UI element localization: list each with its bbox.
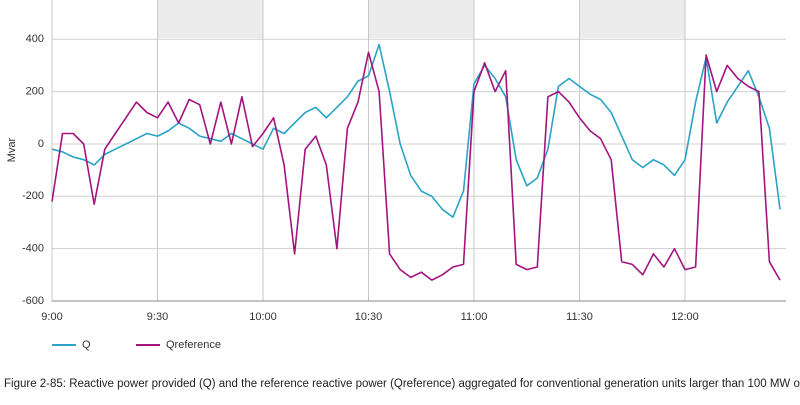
legend-label: Qreference (166, 339, 221, 351)
x-tick-label: 10:30 (355, 311, 383, 323)
y-tick-label: -600 (22, 295, 44, 307)
band (368, 0, 474, 38)
x-tick-label: 12:00 (671, 311, 699, 323)
caption: Figure 2-85: Reactive power provided (Q)… (4, 378, 800, 390)
y-tick-label: 200 (26, 86, 44, 98)
series-line (51, 51, 781, 281)
series-line (51, 43, 781, 218)
legend-label: Q (82, 339, 91, 351)
y-tick-label: -200 (22, 190, 44, 202)
band (157, 0, 263, 38)
y-axis-label: Mvar (6, 137, 18, 162)
x-tick-label: 9:00 (41, 311, 62, 323)
x-tick-label: 9:30 (147, 311, 168, 323)
y-tick-label: 400 (26, 33, 44, 45)
x-tick-label: 10:00 (249, 311, 277, 323)
x-tick-label: 11:00 (461, 311, 488, 323)
x-tick-label: 11:30 (566, 311, 593, 323)
y-tick-label: 0 (38, 138, 44, 150)
y-tick-label: -400 (22, 243, 44, 255)
band (579, 0, 685, 38)
